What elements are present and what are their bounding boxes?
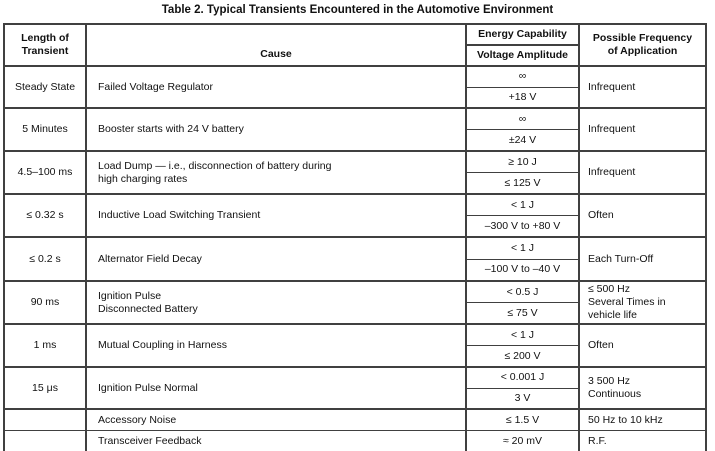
cell-cause: Failed Voltage Regulator bbox=[85, 67, 465, 107]
cell-length: 1 ms bbox=[33, 339, 57, 351]
table-row: Transceiver Feedback ≈ 20 mV R.F. bbox=[5, 430, 705, 451]
cell-energy-voltage: ∞ +18 V bbox=[465, 67, 578, 107]
cell-energy-voltage: < 0.5 J ≤ 75 V bbox=[465, 282, 578, 323]
cell-frequency: ≤ 500 Hz Several Times in vehicle life bbox=[578, 282, 705, 323]
cell-energy: ∞ bbox=[467, 67, 578, 88]
cell-voltage: ≤ 125 V bbox=[504, 176, 541, 189]
cell-voltage: ≤ 1.5 V bbox=[505, 413, 540, 426]
cell-cause: Load Dump — i.e., disconnection of batte… bbox=[85, 152, 465, 193]
header-cause: Cause bbox=[85, 25, 465, 65]
cell-frequency: Often bbox=[578, 195, 705, 236]
cell-voltage: ≤ 200 V bbox=[504, 349, 541, 362]
cell-length: ≤ 0.2 s bbox=[29, 252, 61, 265]
cell-voltage: ≤ 75 V bbox=[507, 306, 538, 319]
cell-frequency: Infrequent bbox=[578, 109, 705, 150]
header-possible-frequency: Possible Frequency of Application bbox=[578, 25, 705, 65]
cell-voltage: –100 V to –40 V bbox=[484, 263, 561, 276]
table-row: ≤ 0.2 s Alternator Field Decay < 1 J –10… bbox=[5, 236, 705, 280]
cell-energy-voltage: ≥ 10 J ≤ 125 V bbox=[465, 152, 578, 193]
cell-energy-voltage: < 1 J –100 V to –40 V bbox=[465, 238, 578, 280]
cell-length: 90 ms bbox=[30, 296, 60, 308]
cell-frequency: Each Turn-Off bbox=[578, 238, 705, 280]
cell-energy-voltage: ∞ ±24 V bbox=[465, 109, 578, 150]
cell-energy-voltage: ≈ 20 mV bbox=[465, 431, 578, 451]
table-row: 5 Minutes Booster starts with 24 V batte… bbox=[5, 107, 705, 150]
cell-energy: < 0.5 J bbox=[467, 282, 578, 303]
cell-energy: < 1 J bbox=[467, 195, 578, 216]
table-row: 90 ms Ignition Pulse Disconnected Batter… bbox=[5, 280, 705, 323]
cell-cause: Alternator Field Decay bbox=[85, 238, 465, 280]
header-voltage-amplitude: Voltage Amplitude bbox=[476, 49, 568, 61]
cell-voltage: –300 V to +80 V bbox=[484, 219, 561, 232]
cell-length bbox=[5, 431, 85, 451]
cell-energy: ≥ 10 J bbox=[467, 152, 578, 173]
header-energy-voltage: Energy Capability Voltage Amplitude bbox=[465, 25, 578, 65]
cell-frequency: R.F. bbox=[578, 431, 705, 451]
cell-length: ≤ 0.32 s bbox=[26, 209, 64, 221]
cell-cause: Transceiver Feedback bbox=[85, 431, 465, 451]
cell-voltage: 3 V bbox=[514, 391, 531, 404]
cell-cause: Accessory Noise bbox=[85, 410, 465, 430]
cell-cause: Mutual Coupling in Harness bbox=[85, 325, 465, 366]
cell-frequency: Infrequent bbox=[578, 152, 705, 193]
cell-length: 15 μs bbox=[32, 381, 58, 394]
cell-energy-voltage: < 1 J –300 V to +80 V bbox=[465, 195, 578, 236]
table-title: Table 2. Typical Transients Encountered … bbox=[161, 4, 554, 16]
cell-energy: ∞ bbox=[467, 109, 578, 130]
header-energy-capability: Energy Capability bbox=[467, 25, 578, 46]
cell-energy: < 0.001 J bbox=[467, 368, 578, 389]
table-row: Accessory Noise ≤ 1.5 V 50 Hz to 10 kHz bbox=[5, 408, 705, 430]
table-row: 15 μs Ignition Pulse Normal < 0.001 J 3 … bbox=[5, 366, 705, 408]
cell-cause: Booster starts with 24 V battery bbox=[85, 109, 465, 150]
cell-energy-voltage: < 1 J ≤ 200 V bbox=[465, 325, 578, 366]
table-row: ≤ 0.32 s Inductive Load Switching Transi… bbox=[5, 193, 705, 236]
cell-energy: < 1 J bbox=[467, 238, 578, 260]
transients-table: Length of Transient Cause Energy Capabil… bbox=[3, 23, 707, 451]
table-row: 4.5–100 ms Load Dump — i.e., disconnecti… bbox=[5, 150, 705, 193]
cell-length: Steady State bbox=[14, 80, 76, 93]
cell-energy-voltage: < 0.001 J 3 V bbox=[465, 368, 578, 408]
cell-frequency: 3 500 Hz Continuous bbox=[578, 368, 705, 408]
cell-energy-voltage: ≤ 1.5 V bbox=[465, 410, 578, 430]
table-row: Steady State Failed Voltage Regulator ∞ … bbox=[5, 65, 705, 107]
cell-cause: Ignition Pulse Disconnected Battery bbox=[85, 282, 465, 323]
cell-length: 5 Minutes bbox=[22, 123, 68, 135]
header-length-of-transient: Length of Transient bbox=[21, 32, 69, 57]
cell-cause: Inductive Load Switching Transient bbox=[85, 195, 465, 236]
cell-length: 4.5–100 ms bbox=[17, 166, 73, 178]
cell-cause: Ignition Pulse Normal bbox=[85, 368, 465, 408]
cell-voltage: +18 V bbox=[508, 90, 537, 103]
cell-energy: < 1 J bbox=[467, 325, 578, 346]
cell-voltage: ±24 V bbox=[508, 133, 537, 146]
cell-voltage: ≈ 20 mV bbox=[502, 434, 543, 447]
cell-frequency: Often bbox=[578, 325, 705, 366]
table-row: 1 ms Mutual Coupling in Harness < 1 J ≤ … bbox=[5, 323, 705, 366]
cell-frequency: Infrequent bbox=[578, 67, 705, 107]
cell-length bbox=[5, 410, 85, 430]
table-header-row: Length of Transient Cause Energy Capabil… bbox=[5, 25, 705, 65]
cell-frequency: 50 Hz to 10 kHz bbox=[578, 410, 705, 430]
